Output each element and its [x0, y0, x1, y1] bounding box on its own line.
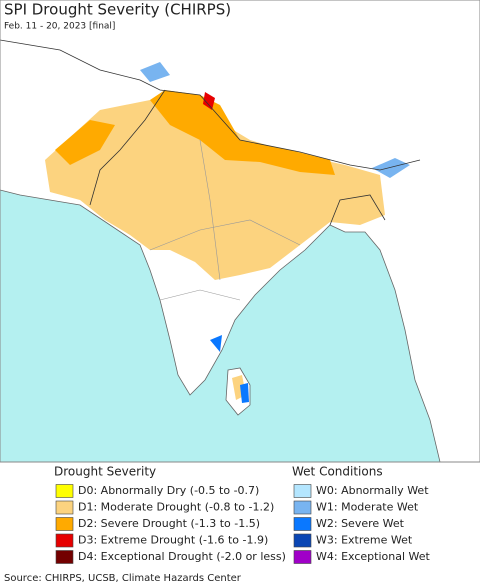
legend-label: W4: Exceptional Wet	[316, 550, 431, 563]
legend-swatch	[55, 517, 74, 531]
legend-swatch	[55, 484, 74, 498]
legend-swatch	[293, 533, 312, 548]
wet-south	[210, 335, 222, 352]
border-line	[329, 194, 386, 226]
legend-label: D2: Severe Drought (-1.3 to -1.5)	[78, 517, 260, 530]
state-line	[199, 139, 221, 281]
subtitle: Feb. 11 - 20, 2023 [final]	[4, 22, 115, 32]
legend-label: D0: Abnormally Dry (-0.5 to -0.7)	[78, 484, 259, 497]
legend-label: W1: Moderate Wet	[316, 501, 419, 514]
legend-swatch	[55, 550, 74, 564]
legend-label: D3: Extreme Drought (-1.6 to -1.9)	[78, 534, 268, 547]
legend-title: Drought Severity	[54, 465, 156, 479]
wet-sri-lanka	[240, 383, 249, 403]
legend-label: W3: Extreme Wet	[316, 534, 413, 547]
legend-label: D4: Exceptional Drought (-2.0 or less)	[78, 550, 286, 563]
drought-d2-area	[150, 90, 335, 175]
title: SPI Drought Severity (CHIRPS)	[4, 1, 231, 19]
legend-swatch	[293, 484, 312, 498]
border-line	[0, 39, 421, 171]
border-line	[89, 89, 166, 206]
wet-northeast	[372, 158, 410, 178]
drought-d2-west	[55, 120, 115, 165]
source: Source: CHIRPS, UCSB, Climate Hazards Ce…	[4, 573, 242, 584]
legend-label: D1: Moderate Drought (-0.8 to -1.2)	[78, 501, 274, 514]
legend-label: W2: Severe Wet	[316, 517, 405, 530]
state-line	[159, 289, 241, 301]
legend-swatch	[293, 500, 312, 515]
wet-north	[140, 62, 170, 82]
legend-swatch	[55, 500, 74, 515]
legend-swatch	[293, 517, 312, 531]
legend-title: Wet Conditions	[292, 465, 383, 479]
drought-d1-area	[45, 100, 385, 280]
map-frame	[0, 0, 480, 463]
drought-d3	[203, 92, 215, 110]
legend-swatch	[55, 533, 74, 548]
legend-label: W0: Abnormally Wet	[316, 484, 429, 497]
legend-swatch	[293, 550, 312, 564]
legend: D0: Abnormally Dry (-0.5 to -0.7) D1: Mod…	[55, 484, 431, 564]
state-line	[149, 219, 301, 251]
